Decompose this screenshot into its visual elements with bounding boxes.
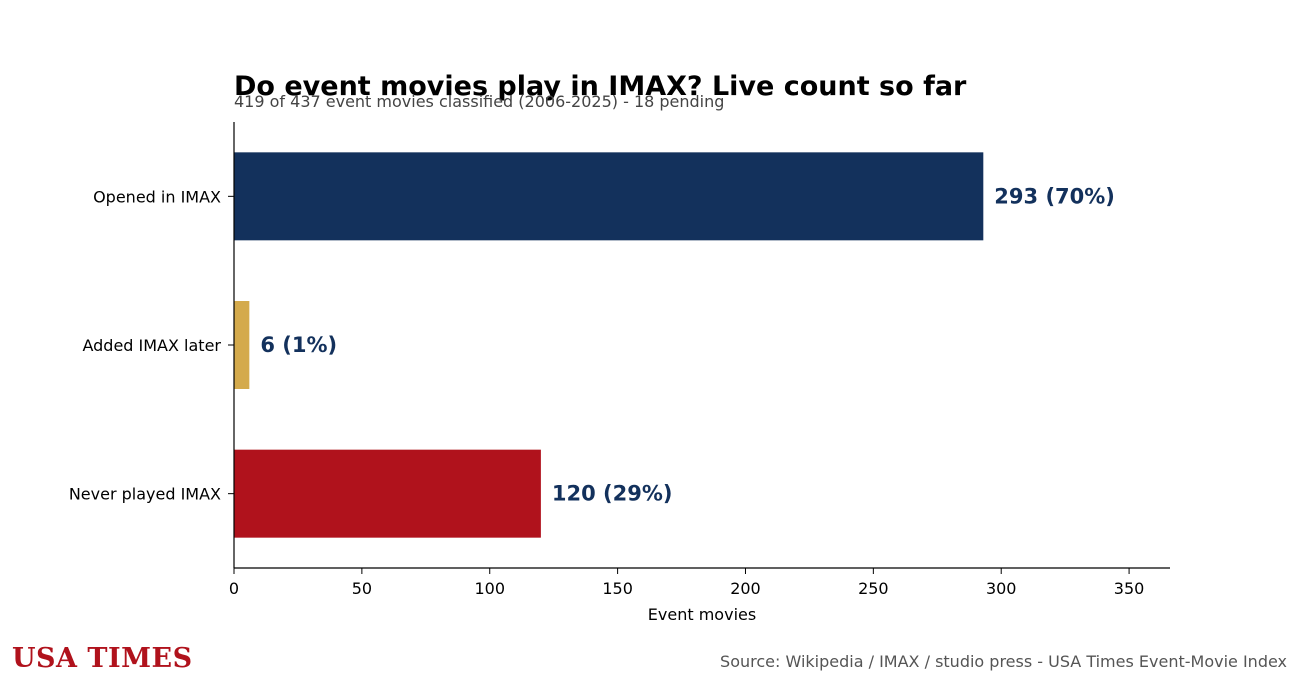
chart-subtitle: 419 of 437 event movies classified (2006… [234, 92, 725, 111]
source-note: Source: Wikipedia / IMAX / studio press … [720, 652, 1287, 671]
x-tick-label: 50 [352, 579, 372, 598]
x-tick-label: 150 [602, 579, 633, 598]
data-label: 6 (1%) [260, 333, 337, 357]
x-tick-label: 100 [474, 579, 505, 598]
usa-times-logo: USA TIMES [12, 643, 193, 674]
data-label: 293 (70%) [994, 184, 1115, 208]
bar [234, 152, 984, 241]
bar [234, 449, 541, 538]
x-axis-label: Event movies [648, 605, 756, 624]
y-tick-label: Added IMAX later [82, 336, 221, 355]
bar [234, 301, 250, 389]
y-tick-label: Never played IMAX [69, 485, 221, 504]
x-tick-label: 350 [1114, 579, 1145, 598]
x-tick-label: 200 [730, 579, 761, 598]
x-tick-label: 0 [229, 579, 239, 598]
chart-title: Do event movies play in IMAX? Live count… [234, 71, 967, 102]
x-tick-label: 300 [986, 579, 1017, 598]
x-tick-label: 250 [858, 579, 889, 598]
y-tick-label: Opened in IMAX [93, 187, 221, 206]
data-label: 120 (29%) [552, 482, 673, 506]
